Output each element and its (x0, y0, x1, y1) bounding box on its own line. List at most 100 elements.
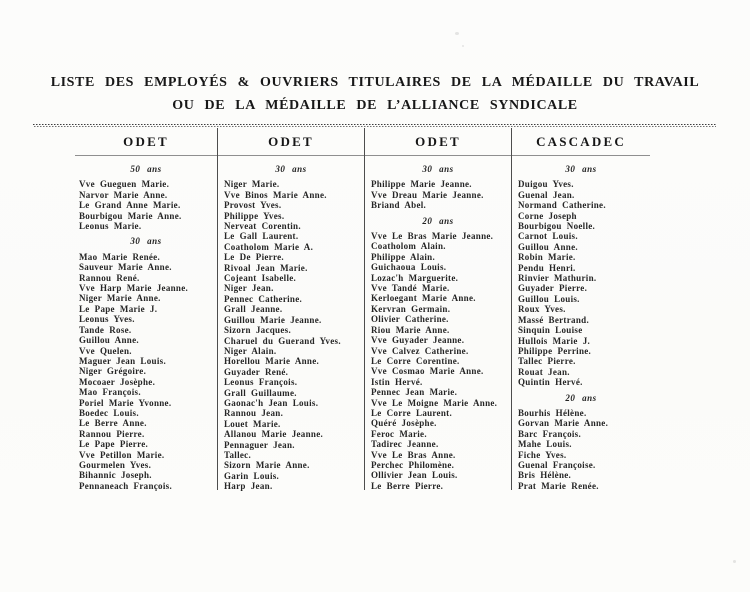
title-line-1: LISTE DES EMPLOYÉS & OUVRIERS TITULAIRES… (50, 75, 700, 90)
employee-name: Mocoaer Josèphe. (79, 376, 156, 387)
employee-name: Cojeant Isabelle. (224, 273, 297, 284)
employee-name: Massé Bertrand. (518, 314, 589, 325)
employee-name: Pennaneach François. (79, 480, 172, 491)
column-body: 30 ans Duigou Yves. Guenal Jean. Normand Ca… (512, 156, 650, 491)
employee-name: Tadirec Jeanne. (371, 439, 439, 450)
dotted-rule (33, 124, 716, 128)
employee-name: Pennec Catherine. (224, 293, 303, 304)
employee-name: Allanou Marie Jeanne. (224, 429, 324, 440)
employee-name: Lozac'h Marguerite. (371, 272, 459, 283)
employee-name: Vve Cosmao Marie Anne. (371, 366, 484, 377)
employee-name: Sizorn Marie Anne. (224, 460, 310, 471)
employee-name: Barc François. (518, 428, 582, 439)
employee-name: Guillou Louis. (518, 293, 580, 304)
employee-name: Prat Marie Renée. (518, 480, 599, 491)
age-group-label: 30 ans (275, 164, 307, 174)
employee-name: Harp Jean. (224, 481, 273, 492)
employee-name: Rinvier Mathurin. (518, 273, 597, 284)
employee-name: Le Corre Laurent. (371, 407, 453, 418)
employee-name: Le De Pierre. (224, 252, 284, 263)
employee-name: Horellou Marie Anne. (224, 356, 320, 367)
employee-name: Guyader René. (224, 366, 289, 377)
employee-name: Grall Jeanne. (224, 304, 283, 315)
column-header: ODET (218, 128, 364, 156)
scan-speck (733, 560, 736, 563)
employee-name: Pennec Jean Marie. (371, 387, 458, 398)
employee-name: Philippe Alain. (371, 251, 436, 262)
employee-name: Nerveat Corentin. (224, 221, 301, 232)
employee-name: Tallec Pierre. (518, 356, 576, 367)
employee-name: Ollivier Jean Louis. (371, 470, 458, 481)
scan-speck (462, 45, 464, 47)
age-group-label: 50 ans (130, 164, 162, 174)
employee-name: Gaonac'h Jean Louis. (224, 397, 319, 408)
table-column: ODET 30 ans Philippe Marie Jeanne. Vve Drea… (364, 128, 511, 491)
employee-name: Pennaguer Jean. (224, 439, 295, 450)
employee-name: Kerloegant Marie Anne. (371, 293, 476, 304)
employee-name: Sizorn Jacques. (224, 325, 292, 336)
employee-name: Duigou Yves. (518, 179, 574, 190)
employee-name: Grall Guillaume. (224, 387, 297, 398)
employee-name: Rannou René. (79, 272, 140, 283)
employee-name: Bourbigou Marie Anne. (79, 210, 182, 221)
employee-name: Istin Hervé. (371, 376, 423, 387)
scan-speck (455, 32, 459, 35)
employee-name: Niger Jean. (224, 283, 274, 294)
employee-name: Tallec. (224, 449, 252, 460)
employee-name: Le Berre Anne. (79, 418, 147, 429)
column-body: 30 ans Philippe Marie Jeanne. Vve Dreau Ma… (365, 156, 511, 491)
employee-name: Roux Yves. (518, 304, 566, 315)
age-group-label: 20 ans (422, 215, 454, 226)
employee-name: Rannou Pierre. (79, 428, 145, 439)
employee-name: Guillou Anne. (518, 241, 578, 252)
employee-name: Narvor Marie Anne. (79, 189, 168, 200)
employee-name: Louet Marie. (224, 418, 281, 429)
employee-name: Quintin Hervé. (518, 377, 583, 388)
employee-name: Vve Gueguen Marie. (79, 179, 170, 190)
employee-name: Vve Dreau Marie Jeanne. (371, 189, 484, 200)
employee-name: Niger Alain. (224, 345, 277, 356)
employee-name: Philippe Perrine. (518, 345, 592, 356)
employee-name: Leonus Marie. (79, 221, 142, 232)
column-body: 50 ans Vve Gueguen Marie. Narvor Marie Ann… (75, 156, 217, 491)
age-group-label: 20 ans (565, 392, 597, 403)
employee-name: Olivier Catherine. (371, 314, 449, 325)
employee-name: Feroc Marie. (371, 428, 427, 439)
table-column: ODET 50 ans Vve Gueguen Marie. Narvor Marie… (33, 128, 217, 491)
column-header: CASCADEC (512, 128, 650, 156)
employee-name: Leonus Yves. (79, 314, 135, 325)
employee-name: Niger Marie Anne. (79, 293, 161, 304)
employee-name: Pendu Henri. (518, 262, 576, 273)
employee-name: Charuel du Guerand Yves. (224, 335, 341, 346)
employee-name: Corne Joseph (518, 210, 577, 221)
employee-name: Poriel Marie Yvonne. (79, 397, 172, 408)
table-column: CASCADEC 30 ans Duigou Yves. Guenal Jean. No… (511, 128, 716, 491)
employee-name: Robin Marie. (518, 252, 576, 263)
employee-name: Le Corre Corentine. (371, 355, 460, 366)
employee-name: Niger Grégoire. (79, 366, 147, 377)
employee-name: Niger Marie. (224, 179, 280, 190)
employee-name: Tande Rose. (79, 324, 132, 335)
age-group-label: 30 ans (422, 164, 454, 174)
employee-name: Provost Yves. (224, 200, 282, 211)
employee-name: Fiche Yves. (518, 449, 567, 460)
age-group-label: 30 ans (565, 164, 597, 174)
employee-name: Le Grand Anne Marie. (79, 200, 181, 211)
employee-name: Maguer Jean Louis. (79, 355, 166, 366)
employee-name: Guenal Françoise. (518, 459, 596, 470)
age-group-label: 30 ans (130, 236, 162, 247)
table-column: ODET 30 ans Niger Marie. Vve Binos Marie An… (217, 128, 364, 492)
employee-name: Vve Le Bras Anne. (371, 449, 456, 460)
employee-name: Carnot Louis. (518, 231, 578, 242)
employee-name: Garin Louis. (224, 470, 280, 481)
employee-name: Sauveur Marie Anne. (79, 262, 172, 273)
employee-name: Le Berre Pierre. (371, 480, 444, 491)
employee-name: Vve Guyader Jeanne. (371, 335, 465, 346)
employee-name: Mao Marie Renée. (79, 251, 161, 262)
employee-name: Rannou Jean. (224, 408, 284, 419)
employee-name: Bihannic Joseph. (79, 470, 152, 481)
employee-name: Guillou Marie Jeanne. (224, 314, 322, 325)
employee-name: Vve Harp Marie Jeanne. (79, 283, 189, 294)
column-body: 30 ans Niger Marie. Vve Binos Marie Anne. P… (218, 156, 364, 492)
